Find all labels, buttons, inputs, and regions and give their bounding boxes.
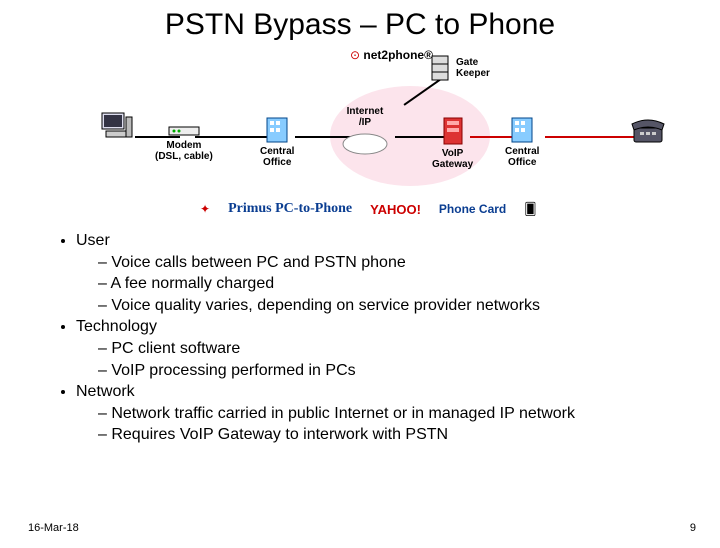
phone-icon: [628, 118, 668, 146]
slide-title: PSTN Bypass – PC to Phone: [0, 8, 720, 42]
server-icon: [430, 54, 450, 82]
cards-icon: 🂠: [524, 202, 536, 216]
node-phone: [628, 118, 668, 146]
bullet-item: TechnologyPC client softwareVoIP process…: [76, 316, 690, 381]
building-icon: [264, 114, 290, 144]
node-modem: Modem(DSL, cable): [155, 124, 213, 162]
sub-bullet-item: VoIP processing performed in PCs: [98, 360, 690, 382]
sub-bullet-item: A fee normally charged: [98, 273, 690, 295]
co1-label2: Office: [263, 157, 291, 168]
sub-bullet-item: Requires VoIP Gateway to interwork with …: [98, 424, 690, 446]
sub-bullet-item: Voice calls between PC and PSTN phone: [98, 252, 690, 274]
brand-row: ✦ Primus PC-to-Phone YAHOO! Phone Card 🂠: [200, 201, 537, 217]
voip-label2: Gateway: [432, 159, 473, 170]
node-internet: Internet/IP: [340, 106, 390, 156]
node-voip: VoIPGateway: [432, 116, 473, 170]
modem-label1: Modem: [166, 140, 201, 151]
cloud-icon: [340, 130, 390, 156]
bullet-item: UserVoice calls between PC and PSTN phon…: [76, 230, 690, 316]
building-icon: [509, 114, 535, 144]
node-co1: CentralOffice: [260, 114, 294, 168]
brand-phonecard: Phone Card: [439, 202, 506, 216]
co2-label1: Central: [505, 146, 539, 157]
network-diagram: ⊙ net2phone® Modem(DSL, cable) CentralOf…: [0, 46, 720, 226]
sub-bullet-item: Voice quality varies, depending on servi…: [98, 295, 690, 317]
bullet-item: NetworkNetwork traffic carried in public…: [76, 381, 690, 446]
gateway-icon: [442, 116, 464, 146]
bullet-content: UserVoice calls between PC and PSTN phon…: [58, 230, 690, 446]
internet-label1: Internet: [347, 106, 384, 117]
primus-logo-icon: ✦: [200, 202, 210, 216]
brand-primus: Primus PC-to-Phone: [228, 201, 352, 217]
footer-page-number: 9: [690, 522, 696, 534]
sub-bullet-item: Network traffic carried in public Intern…: [98, 403, 690, 425]
co2-label2: Office: [508, 157, 536, 168]
internet-label2: /IP: [359, 117, 371, 128]
node-gatekeeper: GateKeeper: [430, 54, 490, 82]
voip-label1: VoIP: [442, 148, 463, 159]
gk-label2: Keeper: [456, 68, 490, 79]
bullet-list: UserVoice calls between PC and PSTN phon…: [58, 230, 690, 446]
brand-yahoo: YAHOO!: [370, 202, 421, 217]
pc-icon: [100, 111, 134, 143]
footer-date: 16-Mar-18: [28, 522, 79, 534]
link-co2-phone: [545, 136, 640, 138]
modem-label2: (DSL, cable): [155, 151, 213, 162]
node-co2: CentralOffice: [505, 114, 539, 168]
node-pc: [100, 111, 134, 143]
sub-bullet-item: PC client software: [98, 338, 690, 360]
gk-label1: Gate: [456, 57, 478, 68]
brand-net2phone: ⊙ net2phone®: [350, 48, 433, 62]
co1-label1: Central: [260, 146, 294, 157]
modem-icon: [168, 124, 200, 138]
